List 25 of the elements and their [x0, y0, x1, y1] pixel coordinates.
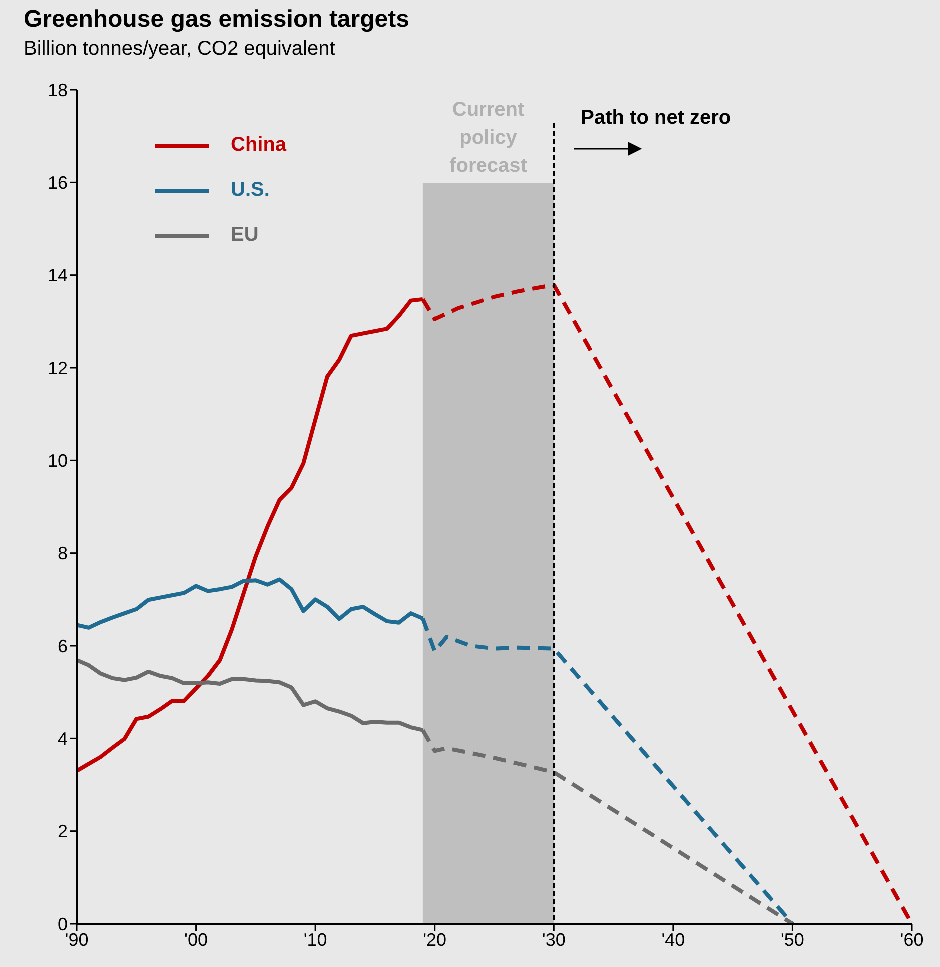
legend-label: China: [231, 134, 287, 157]
legend-label: EU: [231, 224, 259, 247]
legend-label: U.S.: [231, 179, 270, 202]
chart-subtitle: Billion tonnes/year, CO2 equivalent: [24, 38, 336, 61]
y-tick-label: 0: [58, 914, 68, 934]
y-tick-label: 14: [48, 266, 68, 286]
x-tick-label: '20: [423, 930, 447, 950]
y-tick-label: 16: [48, 173, 68, 194]
band-label: Current policy forecast: [450, 99, 528, 177]
x-tick-label: '00: [184, 930, 208, 950]
y-tick-label: 4: [58, 729, 68, 750]
x-tick-label: '40: [662, 930, 686, 950]
y-tick-label: 12: [48, 358, 68, 378]
chart-title: Greenhouse gas emission targets: [24, 6, 410, 34]
ref-line-label: Path to net zero: [581, 107, 732, 129]
y-tick-label: 10: [48, 451, 68, 472]
y-tick-label: 18: [48, 80, 68, 100]
x-tick-label: '60: [900, 930, 924, 950]
y-tick-label: 6: [58, 636, 68, 656]
x-tick-label: '50: [780, 930, 804, 950]
x-tick-label: '90: [65, 930, 89, 950]
x-tick-label: '30: [542, 930, 566, 950]
x-tick-label: '10: [304, 930, 328, 950]
y-tick-label: 2: [58, 822, 68, 842]
y-tick-label: 8: [58, 544, 68, 564]
